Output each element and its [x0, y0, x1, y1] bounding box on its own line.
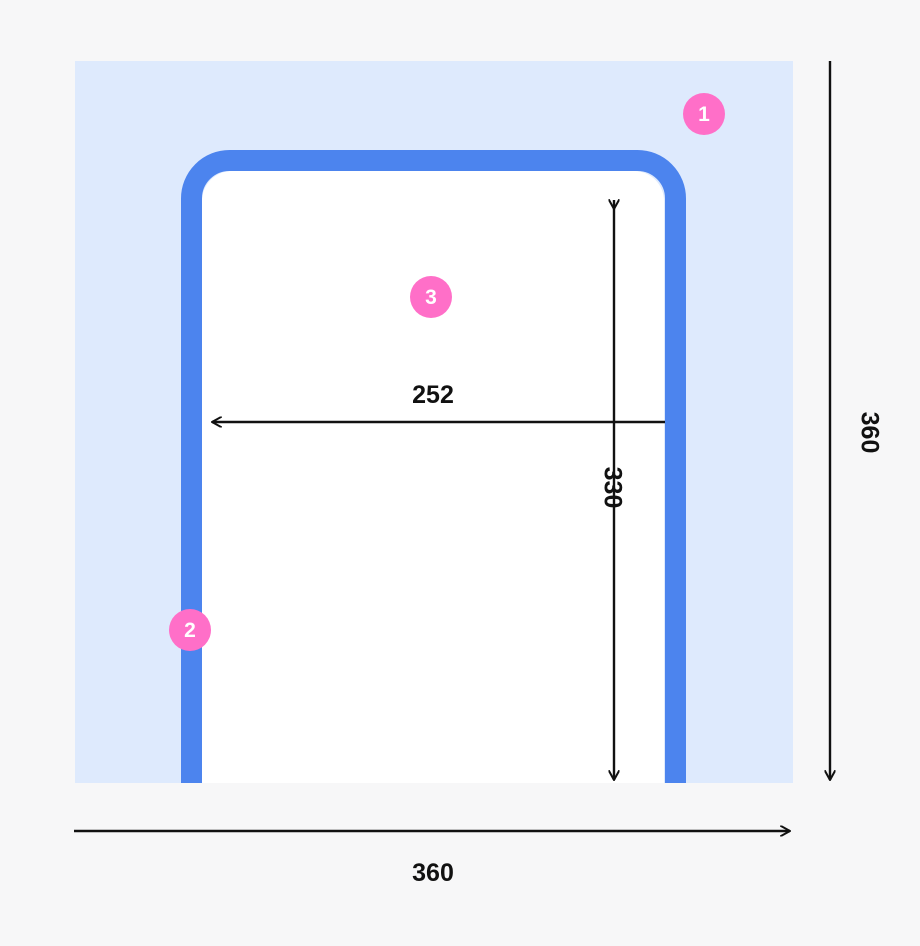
- dimension-label-330: 330: [598, 466, 627, 509]
- callout-badge-3[interactable]: 3: [410, 276, 452, 318]
- rounded-frame-group: [181, 150, 686, 783]
- callout-badge-1-label: 1: [698, 102, 710, 126]
- callout-badge-3-label: 3: [425, 285, 437, 309]
- callout-badge-1[interactable]: 1: [683, 93, 725, 135]
- inner-screen: [202, 171, 664, 783]
- dimension-label-252: 252: [412, 381, 454, 409]
- callout-badge-2-label: 2: [184, 618, 196, 642]
- callout-badge-2[interactable]: 2: [169, 609, 211, 651]
- dimension-label-360-right: 360: [855, 411, 884, 454]
- dimension-label-360-bottom: 360: [412, 859, 454, 887]
- rounded-frame: [181, 150, 686, 783]
